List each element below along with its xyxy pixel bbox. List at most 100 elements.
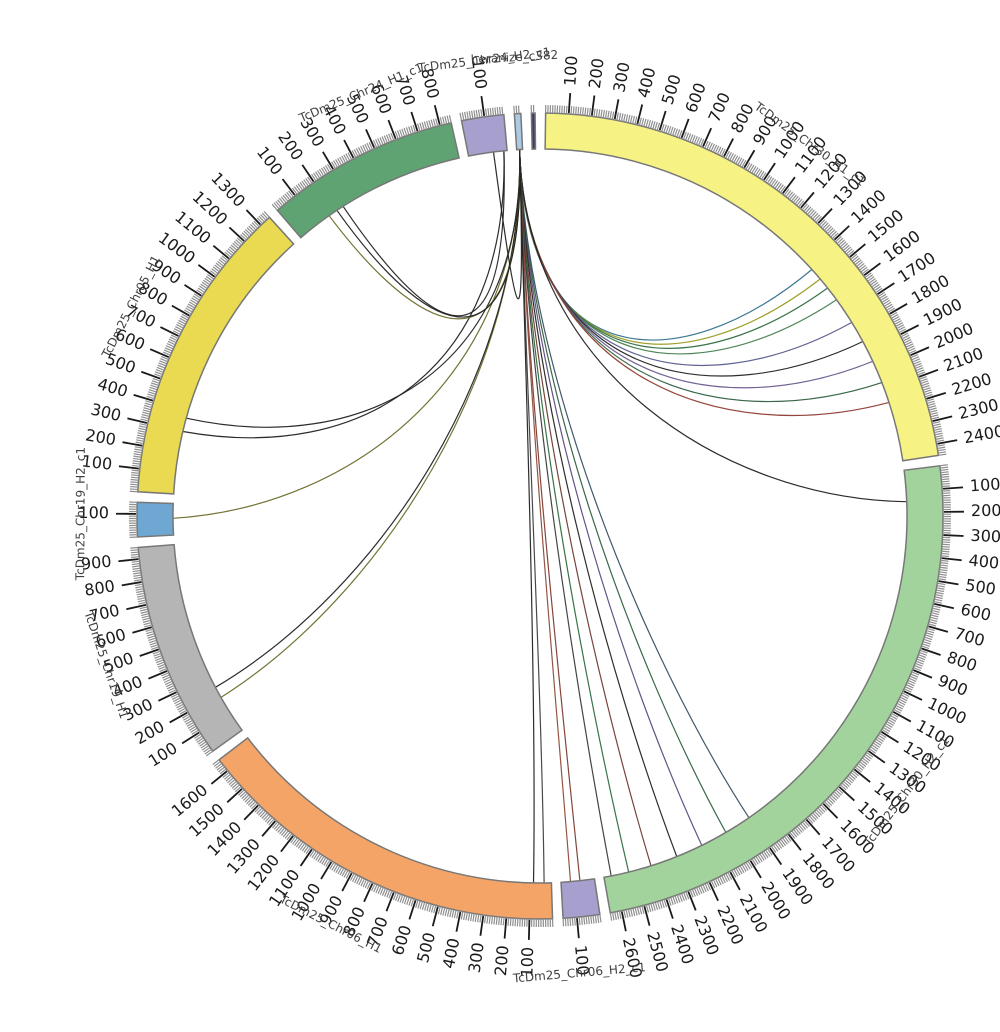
minor-tick <box>660 901 662 909</box>
minor-tick <box>653 121 655 129</box>
minor-tick <box>457 911 459 919</box>
minor-tick <box>655 122 657 130</box>
minor-tick <box>422 902 424 910</box>
minor-tick <box>130 550 138 551</box>
minor-tick <box>929 408 937 410</box>
tick-label: 300 <box>89 400 123 426</box>
minor-tick <box>605 110 606 118</box>
minor-tick <box>131 552 139 553</box>
minor-tick <box>500 107 501 115</box>
minor-tick <box>644 119 646 127</box>
major-tick <box>262 821 275 836</box>
minor-tick <box>935 433 943 435</box>
link-ribbon <box>520 150 702 846</box>
minor-tick <box>488 108 489 116</box>
minor-tick <box>670 127 673 135</box>
major-tick <box>211 771 227 784</box>
minor-tick <box>936 438 944 440</box>
minor-tick <box>930 617 938 619</box>
minor-tick <box>443 908 445 916</box>
minor-tick <box>633 116 635 124</box>
tick-label: 200 <box>971 501 1000 520</box>
major-tick <box>170 713 187 723</box>
minor-tick <box>924 392 932 394</box>
minor-tick <box>490 108 491 116</box>
minor-tick <box>480 915 481 923</box>
minor-tick <box>141 614 149 616</box>
minor-tick <box>932 610 940 612</box>
minor-tick <box>433 119 435 127</box>
minor-tick <box>130 484 138 485</box>
minor-tick <box>148 394 156 396</box>
minor-tick <box>642 118 644 126</box>
minor-tick <box>668 126 671 134</box>
major-tick <box>433 907 438 926</box>
tick-label: 2500 <box>643 930 672 974</box>
minor-tick <box>130 487 138 488</box>
minor-tick <box>648 120 650 128</box>
tick-label: 100 <box>969 474 1000 495</box>
minor-tick <box>133 573 141 574</box>
minor-tick <box>447 909 449 917</box>
minor-tick <box>135 586 143 587</box>
major-tick <box>783 177 795 193</box>
minor-tick <box>936 440 944 441</box>
minor-tick <box>493 108 494 116</box>
minor-tick <box>132 568 140 569</box>
tick-label: 600 <box>959 600 993 625</box>
major-tick <box>864 263 880 275</box>
minor-tick <box>938 454 946 455</box>
minor-tick <box>931 615 939 617</box>
major-tick <box>435 105 440 124</box>
minor-tick <box>941 476 949 477</box>
minor-tick <box>940 467 948 468</box>
minor-tick <box>573 106 574 114</box>
minor-tick <box>939 572 947 573</box>
minor-tick <box>131 475 139 476</box>
chromosome-label-c382: heranize_c382 <box>470 48 558 67</box>
minor-tick <box>131 472 139 473</box>
minor-tick <box>427 903 429 911</box>
minor-tick <box>608 111 609 119</box>
minor-tick <box>449 115 451 123</box>
minor-tick <box>576 107 577 115</box>
minor-tick <box>585 108 586 116</box>
minor-tick <box>619 113 621 121</box>
minor-tick <box>646 905 648 913</box>
minor-tick <box>418 901 420 909</box>
minor-tick <box>922 385 930 388</box>
minor-tick <box>929 410 937 412</box>
minor-tick <box>431 120 433 128</box>
minor-tick <box>651 903 653 911</box>
minor-tick <box>420 123 422 131</box>
minor-tick <box>469 111 470 119</box>
minor-tick <box>489 916 490 924</box>
tick-label: 400 <box>634 66 660 100</box>
minor-tick <box>492 916 493 924</box>
minor-tick <box>151 383 159 386</box>
major-tick <box>806 820 819 835</box>
minor-tick <box>133 461 141 462</box>
minor-tick <box>613 912 614 920</box>
minor-tick <box>571 106 572 114</box>
minor-tick <box>637 907 639 915</box>
minor-tick <box>626 910 628 918</box>
minor-tick <box>447 116 449 124</box>
minor-tick <box>132 566 140 567</box>
major-tick <box>244 805 258 819</box>
minor-tick <box>133 570 141 571</box>
minor-tick <box>931 613 939 615</box>
tick-label: 2200 <box>949 369 993 399</box>
major-tick <box>882 732 899 743</box>
minor-tick <box>615 912 616 920</box>
tick-label: 400 <box>95 374 130 401</box>
minor-tick <box>476 110 477 118</box>
major-tick <box>764 163 775 180</box>
minor-tick <box>939 570 947 571</box>
major-tick <box>172 306 189 316</box>
minor-tick <box>502 107 503 115</box>
link-ribbon <box>520 150 726 833</box>
minor-tick <box>429 904 431 912</box>
major-tick <box>855 770 871 783</box>
minor-tick <box>138 428 146 430</box>
